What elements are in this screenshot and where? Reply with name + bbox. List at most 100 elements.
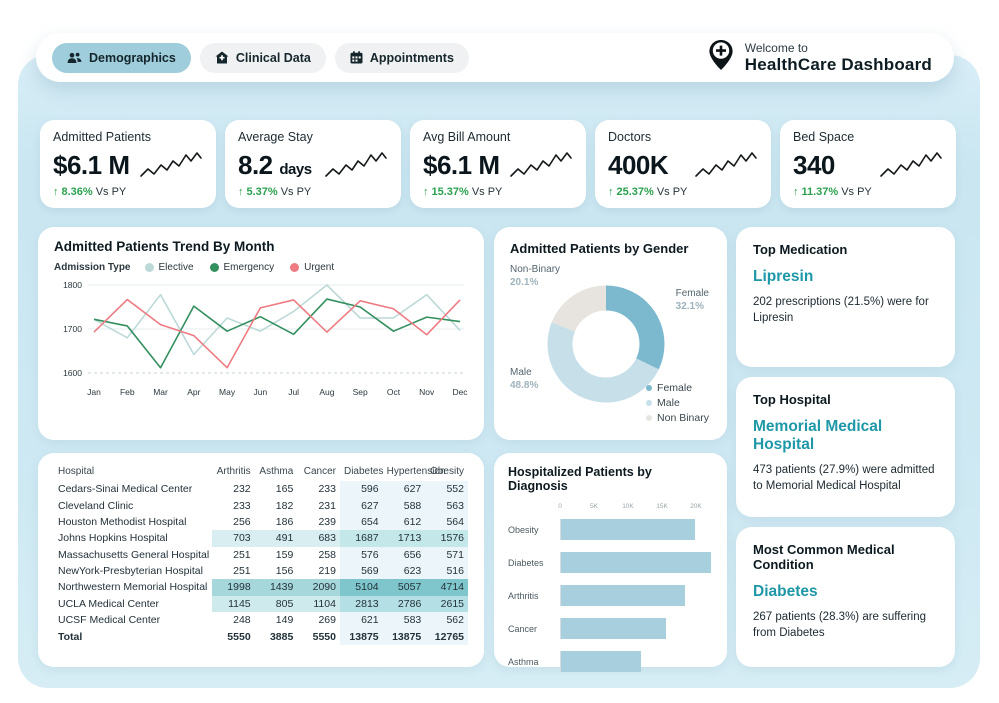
legend-title: Admission Type bbox=[54, 262, 131, 273]
table-row[interactable]: NewYork-Presbyterian Hospital 251 156 219 56… bbox=[54, 562, 468, 580]
svg-text:1800: 1800 bbox=[63, 280, 82, 290]
bar-category-label: Diabetes bbox=[508, 557, 544, 568]
donut-legend: Female Male Non Binary bbox=[646, 382, 709, 424]
insight-highlight: Memorial Medical Hospital bbox=[753, 418, 883, 453]
table-row[interactable]: Cleveland Clinic 233 182 231 627 588 563 bbox=[54, 497, 468, 514]
column-header-diabetes[interactable]: Diabetes bbox=[343, 466, 384, 477]
kpi-delta: ↑ 5.37% Vs PY bbox=[238, 186, 312, 198]
top-navbar: Demographics Clinical Data Appointments We… bbox=[36, 33, 954, 82]
donut-label-female: Female 32.1% bbox=[675, 288, 709, 312]
bar-row-arthritis: Arthritis bbox=[508, 585, 713, 606]
svg-text:Jul: Jul bbox=[288, 387, 299, 397]
insight-highlight: Diabetes bbox=[753, 583, 818, 600]
column-header-asthma[interactable]: Asthma bbox=[259, 466, 294, 477]
table-total-row[interactable]: Total 5550 3885 5550 13875 13875 12765 bbox=[54, 628, 468, 645]
donut-slice-male bbox=[547, 285, 665, 403]
svg-text:Mar: Mar bbox=[153, 387, 168, 397]
donut-rings bbox=[547, 285, 665, 403]
bar-category-label: Asthma bbox=[508, 656, 539, 667]
welcome-line2: HealthCare Dashboard bbox=[744, 54, 932, 74]
svg-text:Feb: Feb bbox=[120, 387, 135, 397]
donut-slice-non-binary bbox=[547, 285, 665, 403]
column-header-hypertension[interactable]: Hypertension bbox=[386, 466, 446, 477]
kpi-value: 340 bbox=[793, 149, 835, 180]
kpi-row: Admitted Patients $6.1 M ↑ 8.36% Vs PY Averag… bbox=[40, 120, 956, 208]
bar-diabetes[interactable] bbox=[561, 552, 711, 573]
clinic-icon bbox=[215, 51, 229, 64]
kpi-title: Average Stay bbox=[238, 130, 313, 144]
sparkline-icon bbox=[140, 152, 202, 177]
bar-row-cancer: Cancer bbox=[508, 618, 713, 639]
svg-text:Jan: Jan bbox=[87, 387, 101, 397]
svg-text:May: May bbox=[219, 387, 236, 397]
table-row[interactable]: Massachusetts General Hospital 251 159 258 5… bbox=[54, 546, 468, 563]
bar-chart-card: Hospitalized Patients by Diagnosis 0 5K 10… bbox=[494, 453, 727, 672]
welcome-line1: Welcome to bbox=[744, 40, 808, 55]
kpi-card-doctors: Doctors 400K ↑ 25.37% Vs PY bbox=[595, 120, 771, 208]
legend-item-urgent[interactable]: Urgent bbox=[290, 262, 334, 273]
column-header-obesity[interactable]: Obesity bbox=[430, 466, 464, 477]
insight-title: Top Hospital bbox=[753, 392, 831, 407]
people-icon bbox=[67, 52, 82, 64]
kpi-title: Avg Bill Amount bbox=[423, 130, 511, 144]
bar-category-label: Cancer bbox=[508, 623, 538, 634]
legend-item-emergency[interactable]: Emergency bbox=[209, 262, 274, 273]
top-hospital-card: Top Hospital Memorial Medical Hospital 4… bbox=[736, 377, 955, 517]
line-series-elective bbox=[93, 284, 461, 356]
insight-text: 267 patients (28.3%) are suffering from … bbox=[753, 611, 927, 639]
line-series-urgent bbox=[93, 298, 461, 369]
svg-text:Apr: Apr bbox=[187, 387, 200, 397]
line-chart: 1800 1700 1600 Jan Feb Mar Apr May Jun Jul Aug Sep O… bbox=[63, 280, 468, 397]
sparkline-icon bbox=[325, 152, 387, 177]
donut-chart: Non-Binary 20.1% Female 32.1% Male 48.8%… bbox=[510, 256, 711, 424]
bar-arthritis[interactable] bbox=[561, 585, 686, 606]
column-header-hospital[interactable]: Hospital bbox=[58, 466, 95, 477]
donut-legend-item-non-binary[interactable]: Non Binary bbox=[646, 412, 709, 424]
svg-text:Dec: Dec bbox=[452, 387, 468, 397]
kpi-card-admitted-patients: Admitted Patients $6.1 M ↑ 8.36% Vs PY bbox=[40, 120, 216, 208]
column-header-cancer[interactable]: Cancer bbox=[303, 466, 336, 477]
common-condition-card: Most Common Medical Condition Diabetes 2… bbox=[736, 527, 955, 667]
logo-pin-icon bbox=[706, 38, 736, 77]
donut-legend-item-female[interactable]: Female bbox=[646, 382, 709, 394]
kpi-value: 400K bbox=[608, 149, 669, 180]
kpi-delta: ↑ 8.36% Vs PY bbox=[53, 186, 127, 198]
donut-label-male: Male 48.8% bbox=[510, 367, 539, 391]
donut-label-nonbinary: Non-Binary 20.1% bbox=[510, 264, 561, 288]
line-chart-title: Admitted Patients Trend By Month bbox=[54, 239, 275, 254]
table-row[interactable]: UCLA Medical Center 1145 805 1104 2813 2786 26… bbox=[54, 595, 468, 612]
table-row[interactable]: UCSF Medical Center 248 149 269 621 583 562 bbox=[54, 612, 468, 629]
welcome-block: Welcome to HealthCare Dashboard bbox=[706, 38, 938, 77]
legend-item-elective[interactable]: Elective bbox=[144, 262, 194, 273]
bar-row-asthma: Asthma bbox=[508, 651, 713, 672]
kpi-delta: ↑ 11.37% Vs PY bbox=[793, 186, 872, 198]
kpi-value: 8.2 days bbox=[238, 149, 312, 180]
bar-row-obesity: Obesity bbox=[508, 519, 713, 540]
bar-asthma[interactable] bbox=[561, 651, 641, 672]
bar-obesity[interactable] bbox=[561, 519, 696, 540]
svg-text:1700: 1700 bbox=[63, 324, 82, 334]
table-row[interactable]: Houston Methodist Hospital 256 186 239 654 61… bbox=[54, 513, 468, 531]
bar-axis-ticks: 0 5K 10K 15K 20K bbox=[558, 503, 702, 510]
bar-category-label: Obesity bbox=[508, 524, 539, 535]
table-row[interactable]: Northwestern Memorial Hospital 1998 1439 20… bbox=[54, 579, 468, 596]
column-header-arthritis[interactable]: Arthritis bbox=[216, 466, 251, 477]
svg-text:Sep: Sep bbox=[353, 387, 368, 397]
insight-highlight: Lipresin bbox=[753, 268, 814, 285]
nav-tabs: Demographics Clinical Data Appointments bbox=[52, 42, 469, 73]
donut-chart-card: Admitted Patients by Gender Non-Binary 2… bbox=[494, 227, 727, 440]
table-row[interactable]: Cedars-Sinai Medical Center 232 165 233 596 6… bbox=[54, 481, 468, 498]
tab-appointments[interactable]: Appointments bbox=[334, 42, 469, 73]
table-row[interactable]: Johns Hopkins Hospital 703 491 683 1687 1713 1… bbox=[54, 530, 468, 547]
kpi-card-avg-bill-amount: Avg Bill Amount $6.1 M ↑ 15.37% Vs PY bbox=[410, 120, 586, 208]
kpi-title: Bed Space bbox=[793, 130, 855, 144]
tab-demographics[interactable]: Demographics bbox=[52, 42, 191, 73]
svg-text:1600: 1600 bbox=[63, 368, 82, 378]
calendar-icon bbox=[350, 51, 363, 64]
svg-text:Jun: Jun bbox=[254, 387, 268, 397]
donut-legend-item-male[interactable]: Male bbox=[646, 397, 709, 409]
hospital-table: Hospital Arthritis Asthma Cancer Diabetes Hyp… bbox=[54, 463, 468, 645]
tab-clinical-data[interactable]: Clinical Data bbox=[199, 42, 326, 73]
insight-text: 473 patients (27.9%) were admitted to Me… bbox=[753, 464, 935, 492]
bar-cancer[interactable] bbox=[561, 618, 666, 639]
